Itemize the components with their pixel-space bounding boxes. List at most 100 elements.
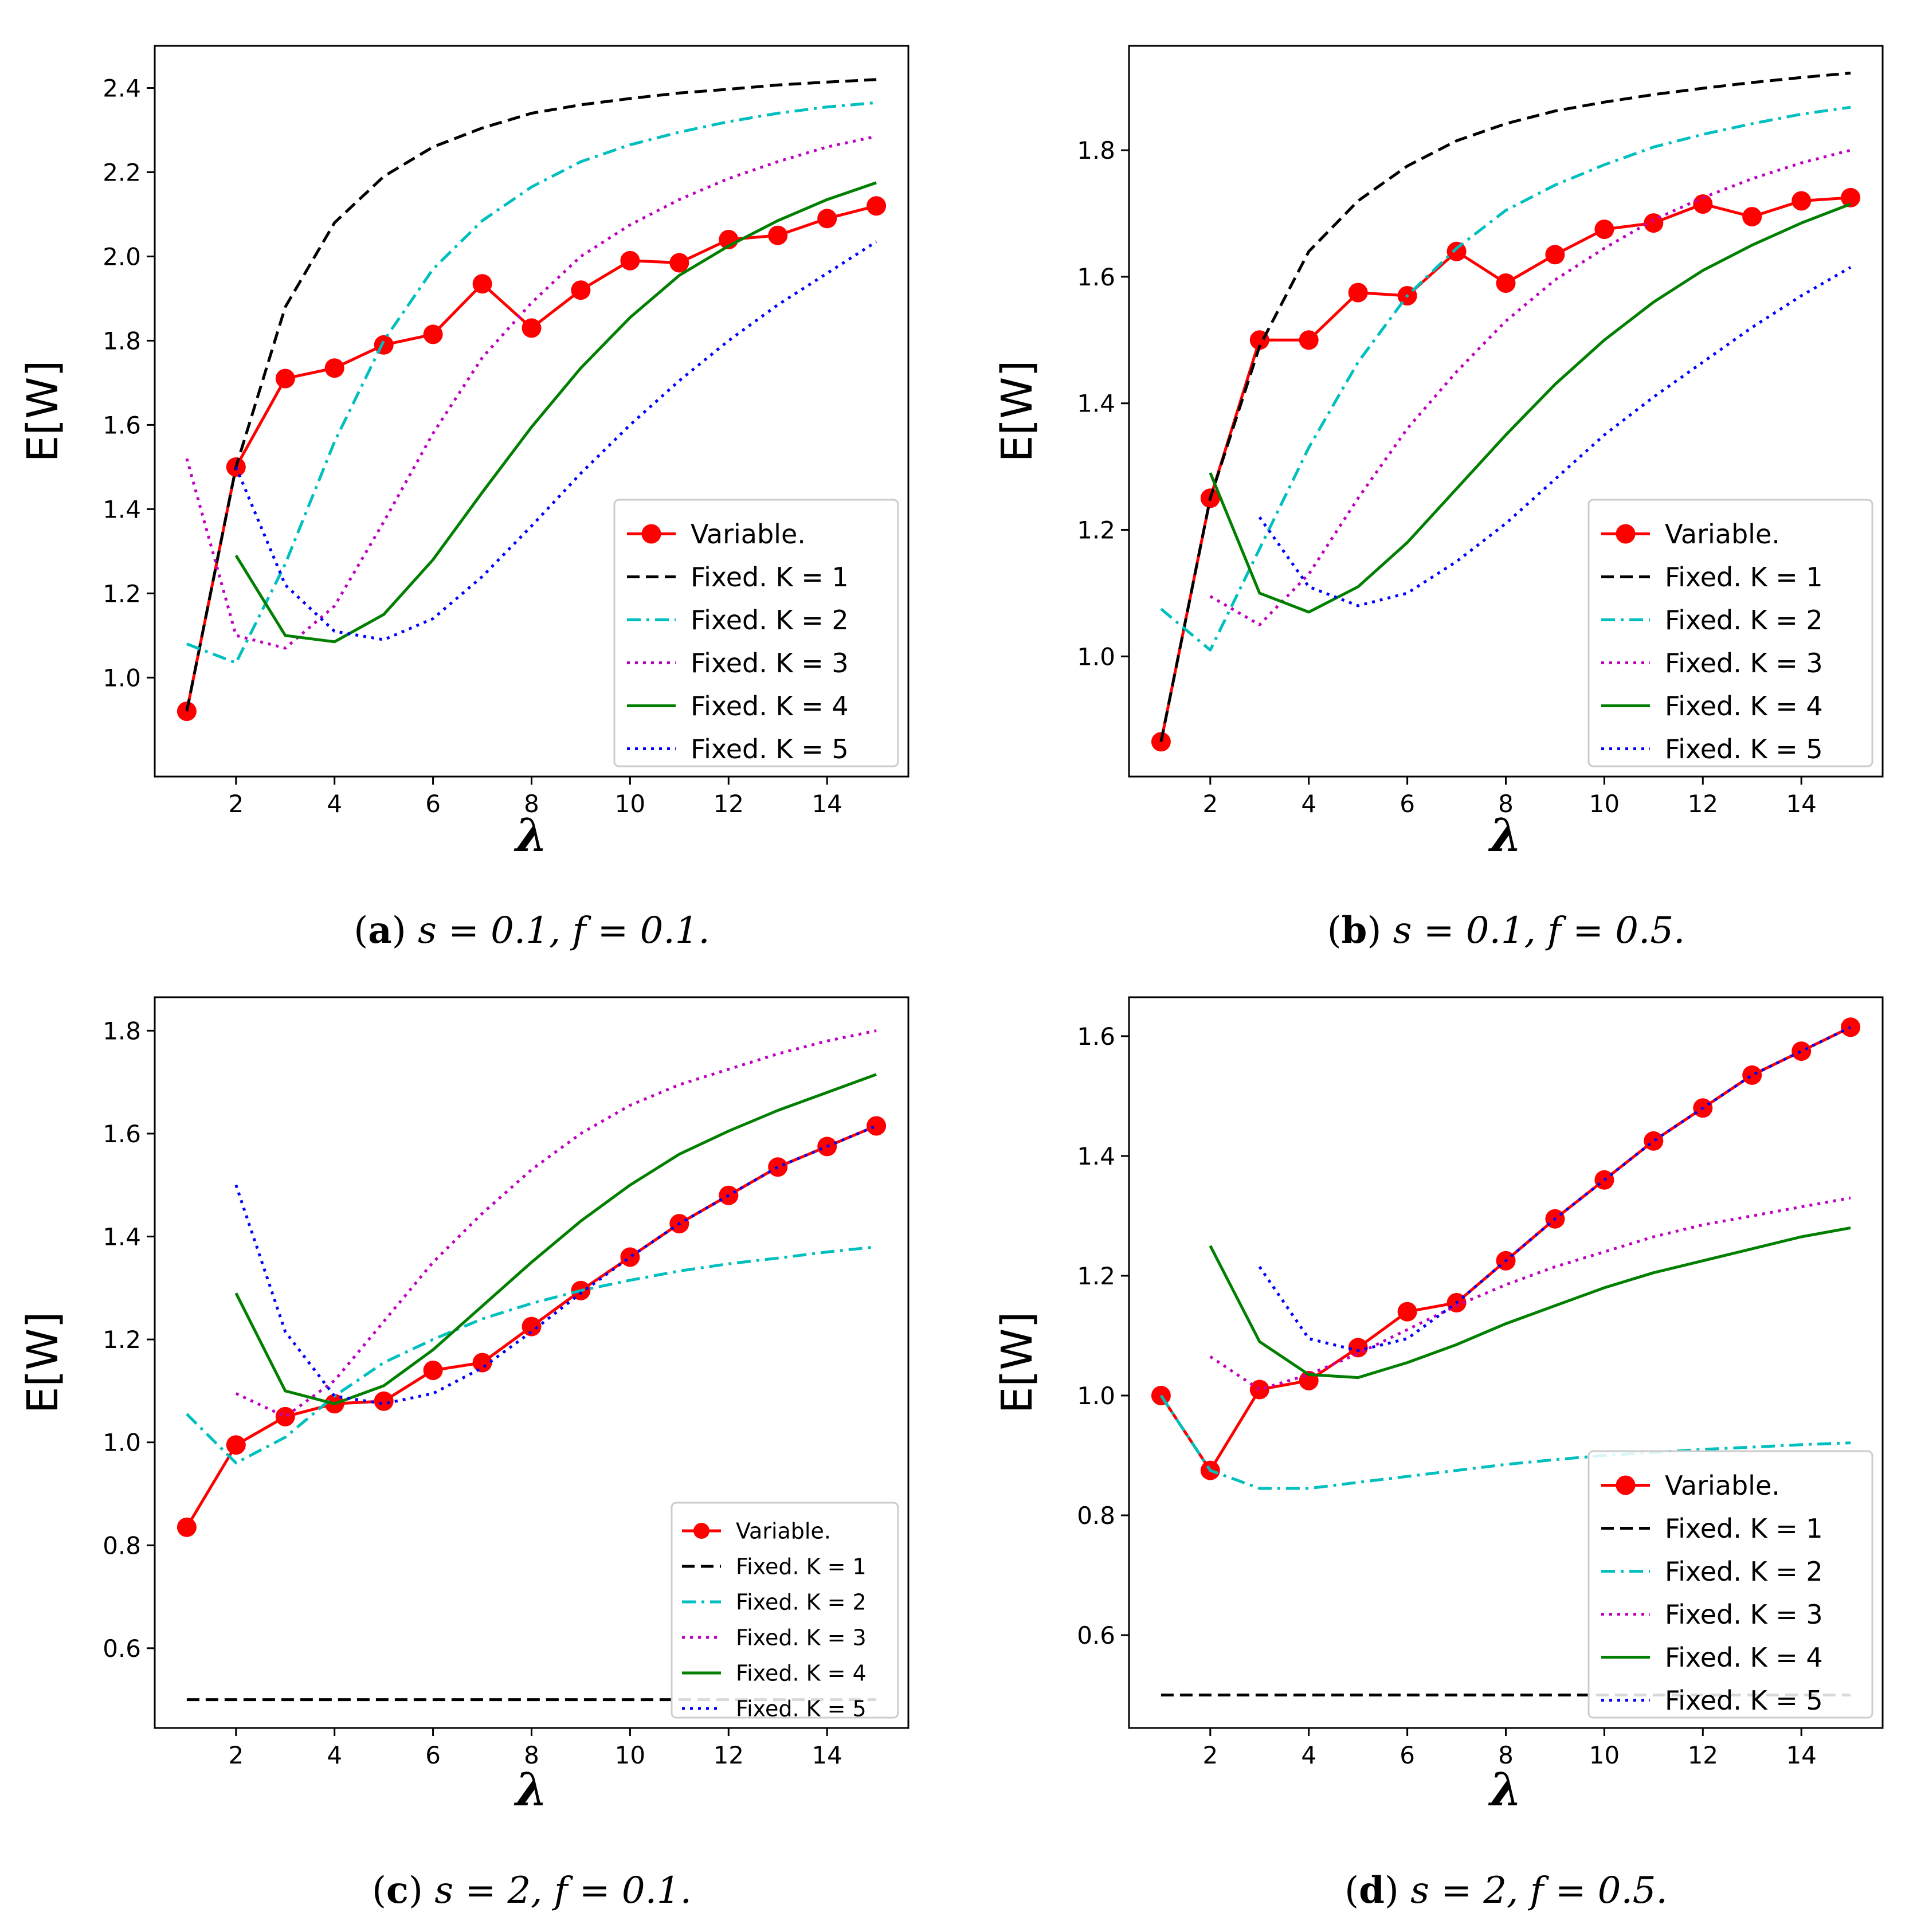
- chart-c-point: [374, 1391, 394, 1411]
- chart-c-point: [226, 1435, 246, 1455]
- chart-a-xlabel: λ: [513, 808, 547, 862]
- chart-b-ytick-label: 1.4: [1077, 390, 1115, 418]
- chart-a-point: [423, 324, 443, 344]
- chart-c-point: [423, 1361, 443, 1380]
- chart-d-line-fixed-k-2: [1159, 1394, 1851, 1490]
- chart-c-xlabel: λ: [513, 1762, 547, 1816]
- chart-c-series-variable: [177, 1116, 887, 1537]
- chart-b-point: [1545, 245, 1565, 265]
- chart-a-xtick-label: 8: [524, 790, 539, 818]
- chart-b-line-fixed-k-1: [1159, 72, 1851, 742]
- chart-b-line-fixed-k-4: [1209, 202, 1851, 614]
- chart-d-point: [1397, 1302, 1417, 1322]
- chart-a-series-fixed-k-2: [186, 101, 877, 665]
- chart-d-legend: Variable. Fixed. K = 1 Fixed. K = 2 Fixed. …: [1587, 1450, 1873, 1719]
- chart-c-legend-label-fixed-k-1: Fixed. K = 1: [736, 1554, 867, 1580]
- chart-a-legend-label-fixed-k-1: Fixed. K = 1: [691, 562, 849, 593]
- chart-c-xtick-label: 12: [714, 1741, 744, 1769]
- chart-a-point: [324, 358, 344, 378]
- chart-d-legend-marker: [1616, 1475, 1636, 1495]
- chart-a-legend: Variable. Fixed. K = 1 Fixed. K = 2 Fixed. …: [613, 499, 899, 767]
- chart-a-series-fixed-k-4: [234, 181, 877, 644]
- chart-b-line-fixed-k-2: [1160, 105, 1851, 652]
- chart-a-point: [768, 225, 788, 245]
- chart-b-point: [1348, 283, 1368, 303]
- chart-c-legend: Variable. Fixed. K = 1 Fixed. K = 2 Fixed. …: [671, 1502, 899, 1722]
- chart-c-point: [620, 1247, 640, 1267]
- chart-b-ytick-label: 1.0: [1077, 642, 1115, 671]
- chart-a-point: [620, 250, 640, 271]
- chart-b-ytick-label: 1.8: [1077, 136, 1115, 164]
- chart-b-ytick-label: 1.6: [1077, 263, 1115, 291]
- chart-a-line-fixed-k-2: [186, 101, 877, 665]
- chart-d: 2 4 6 8 10 12 14 0.6 0.8 1.0 1.2 1.4 1.6 E[W] λ Variabl…: [993, 996, 1884, 1912]
- chart-b-series-variable: [1151, 187, 1861, 752]
- chart-a-line-fixed-k-3: [185, 135, 877, 650]
- chart-b-xlabel: λ: [1488, 808, 1522, 862]
- chart-a-point: [275, 369, 295, 389]
- chart-a-legend-label-fixed-k-3: Fixed. K = 3: [691, 648, 849, 679]
- chart-a-point: [522, 318, 542, 338]
- chart-c-point: [472, 1353, 492, 1373]
- chart-a-xtick-label: 12: [714, 790, 744, 818]
- chart-b-legend-label-fixed-k-1: Fixed. K = 1: [1665, 562, 1823, 593]
- chart-b-legend-marker: [1616, 524, 1636, 544]
- chart-d-caption: (d) s = 2, f = 0.5.: [1344, 1869, 1668, 1912]
- chart-c-legend-label-fixed-k-3: Fixed. K = 3: [736, 1625, 867, 1651]
- chart-c-point: [522, 1316, 542, 1337]
- chart-c-ytick-label: 1.4: [103, 1223, 141, 1251]
- chart-c-ytick-label: 1.0: [103, 1429, 141, 1457]
- chart-b-xtick-label: 8: [1498, 790, 1514, 818]
- chart-b-ylabel: E[W]: [993, 360, 1042, 463]
- chart-d-legend-label-fixed-k-5: Fixed. K = 5: [1665, 1685, 1823, 1716]
- chart-a-line-fixed-k-4: [234, 181, 877, 644]
- chart-c-xtick-label: 2: [228, 1741, 244, 1769]
- chart-a-legend-label-fixed-k-2: Fixed. K = 2: [691, 605, 849, 636]
- chart-b: 2 4 6 8 10 12 14 1.0 1.2 1.4 1.6 1.8 E[W] λ Variable. F…: [993, 45, 1884, 952]
- chart-c-xtick-label: 6: [425, 1741, 441, 1769]
- chart-a-xtick-label: 6: [425, 790, 441, 818]
- chart-b-point: [1792, 191, 1812, 211]
- chart-c-series-fixed-k-3: [235, 1029, 877, 1418]
- chart-a-ytick-label: 1.2: [103, 579, 141, 608]
- chart-c-legend-marker: [693, 1523, 709, 1539]
- chart-a-xtick-label: 4: [327, 790, 342, 818]
- chart-b-point: [1742, 207, 1762, 227]
- chart-b-xtick-label: 2: [1202, 790, 1218, 818]
- chart-d-line-fixed-k-4: [1209, 1226, 1851, 1380]
- chart-d-xtick-label: 14: [1786, 1741, 1816, 1769]
- chart-c-line-fixed-k-3: [235, 1029, 877, 1418]
- chart-c-point: [768, 1157, 788, 1177]
- chart-c-ytick-label: 0.6: [103, 1635, 141, 1663]
- chart-a-series-fixed-k-3: [185, 135, 877, 650]
- chart-d-legend-label-variable: Variable.: [1665, 1470, 1780, 1501]
- chart-a-ytick-label: 1.4: [103, 495, 141, 523]
- chart-a-line-fixed-k-5: [234, 240, 877, 641]
- chart-c-xtick-label: 8: [524, 1741, 539, 1769]
- chart-a-point: [472, 274, 492, 294]
- chart-d-point: [1249, 1380, 1269, 1400]
- chart-c-xtick-label: 4: [327, 1741, 342, 1769]
- chart-a-caption: (a) s = 0.1, f = 0.1.: [354, 909, 710, 952]
- chart-b-legend-label-fixed-k-4: Fixed. K = 4: [1665, 691, 1823, 722]
- chart-c-legend-label-fixed-k-4: Fixed. K = 4: [736, 1661, 867, 1686]
- chart-d-ylabel: E[W]: [993, 1312, 1042, 1414]
- chart-b-series-fixed-k-4: [1209, 202, 1851, 614]
- chart-b-legend-label-variable: Variable.: [1665, 519, 1780, 550]
- chart-c-series-fixed-k-4: [234, 1073, 877, 1405]
- chart-d-ytick-label: 0.6: [1077, 1621, 1115, 1649]
- chart-b-line-fixed-k-5: [1258, 266, 1852, 608]
- chart-d-series-fixed-k-5: [1258, 1026, 1852, 1353]
- chart-c-point: [177, 1517, 197, 1537]
- chart-b-point: [1299, 330, 1319, 350]
- chart-a-legend-label-fixed-k-4: Fixed. K = 4: [691, 691, 849, 722]
- chart-c-legend-box: [671, 1502, 899, 1719]
- chart-d-line-fixed-k-5: [1258, 1026, 1852, 1353]
- chart-b-point: [1841, 187, 1861, 207]
- chart-d-xlabel: λ: [1488, 1762, 1522, 1816]
- chart-b-point: [1594, 220, 1614, 240]
- chart-b-caption: (b) s = 0.1, f = 0.5.: [1327, 909, 1685, 952]
- chart-c-legend-label-variable: Variable.: [736, 1519, 831, 1544]
- chart-b-series-fixed-k-2: [1160, 105, 1851, 652]
- chart-d-legend-label-fixed-k-3: Fixed. K = 3: [1665, 1599, 1823, 1630]
